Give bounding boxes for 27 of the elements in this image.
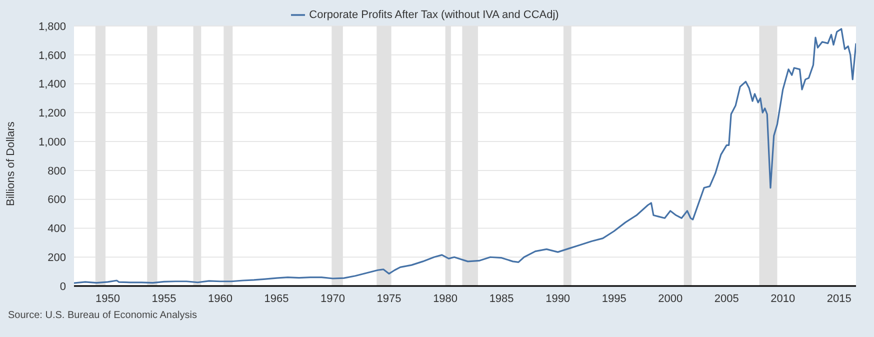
legend-label: Corporate Profits After Tax (without IVA and CCAdj) [309, 8, 559, 21]
y-axis-title: Billions of Dollars [4, 121, 17, 206]
x-tick-label: 1955 [152, 292, 176, 305]
x-tick-label: 1985 [489, 292, 514, 305]
x-tick-label: 1995 [602, 292, 626, 305]
y-tick-label: 200 [48, 252, 66, 264]
x-tick-label: 2005 [714, 292, 739, 305]
y-tick-label: 1,800 [38, 20, 66, 33]
y-tick-label: 1,400 [38, 78, 66, 91]
y-tick-label: 800 [48, 165, 66, 178]
x-tick-label: 1980 [433, 292, 458, 305]
x-tick-label: 1950 [96, 292, 120, 305]
x-tick-label: 2000 [658, 292, 683, 305]
x-tick-label: 1970 [320, 292, 346, 305]
y-tick-label: 400 [48, 223, 66, 236]
source-note: Source: U.S. Bureau of Economic Analysis [8, 310, 197, 321]
x-tick-label: 1965 [264, 292, 289, 305]
x-tick-label: 1990 [546, 292, 570, 305]
x-tick-label: 2010 [770, 292, 796, 305]
x-tick-label: 1975 [376, 292, 402, 305]
y-tick-label: 0 [60, 280, 66, 293]
y-tick-label: 600 [48, 194, 66, 206]
y-tick-label: 1,000 [38, 136, 66, 148]
x-tick-label: 2015 [826, 292, 852, 305]
x-tick-label: 1960 [208, 292, 233, 305]
y-tick-label: 1,200 [38, 108, 66, 120]
y-tick-label: 1,600 [38, 50, 66, 62]
